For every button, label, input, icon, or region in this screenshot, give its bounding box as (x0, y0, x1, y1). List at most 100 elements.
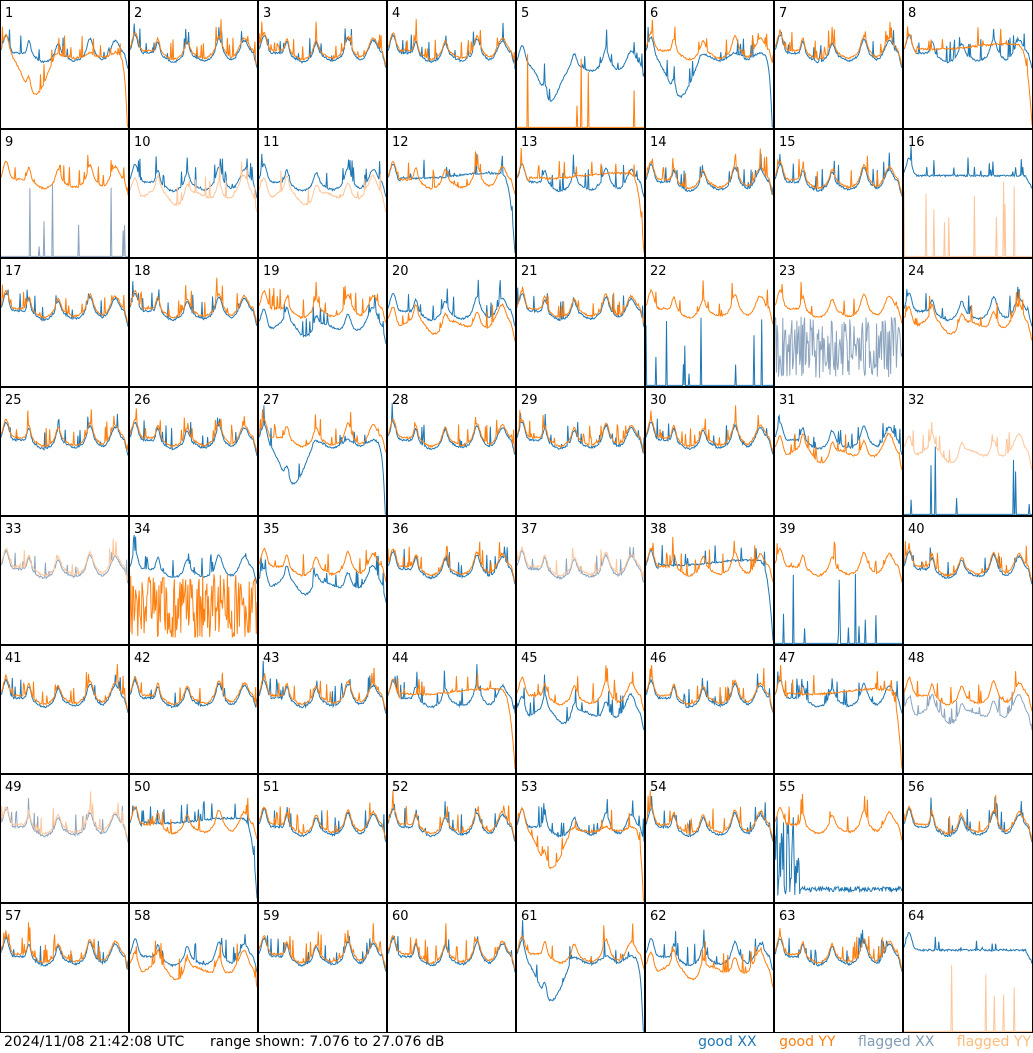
footer: 2024/11/08 21:42:08 UTC range shown: 7.0… (0, 1033, 1033, 1053)
panel-frame-44 (387, 645, 516, 774)
series-xx-panel-25 (0, 413, 129, 456)
panel-number-37: 37 (521, 522, 538, 537)
panel-number-56: 56 (908, 780, 925, 795)
series-yy-panel-22 (645, 280, 774, 325)
panel-number-60: 60 (392, 909, 409, 924)
panel-47: 47 (774, 645, 903, 774)
series-xx-panel-16 (903, 145, 1033, 189)
panel-number-54: 54 (650, 780, 667, 795)
panel-number-1: 1 (5, 6, 13, 21)
series-xx-panel-49 (0, 798, 129, 843)
series-xx-panel-40 (903, 547, 1033, 585)
panel-number-46: 46 (650, 651, 667, 666)
panel-number-13: 13 (521, 135, 538, 150)
series-yy-panel-8 (903, 26, 1033, 126)
series-xx-panel-33 (0, 549, 129, 584)
series-xx-panel-13 (516, 154, 645, 198)
panel-18: 18 (129, 258, 258, 387)
series-xx-panel-31 (774, 414, 903, 455)
panel-frame-3 (258, 0, 387, 129)
panel-9: 9 (0, 129, 129, 258)
panel-frame-1 (0, 0, 129, 129)
series-xx-panel-45 (516, 674, 645, 731)
panel-frame-30 (645, 387, 774, 516)
panel-52: 52 (387, 774, 516, 903)
panel-45: 45 (516, 645, 645, 774)
panel-number-36: 36 (392, 522, 409, 537)
panel-number-31: 31 (779, 393, 796, 408)
series-xx-panel-32 (904, 446, 1032, 515)
panel-number-17: 17 (5, 264, 22, 279)
series-yy-panel-40 (903, 540, 1033, 582)
panel-8: 8 (903, 0, 1033, 129)
panel-number-57: 57 (5, 909, 22, 924)
panel-number-9: 9 (5, 135, 13, 150)
panel-56: 56 (903, 774, 1033, 903)
panel-40: 40 (903, 516, 1033, 645)
series-yy-panel-42 (129, 672, 258, 708)
panel-13: 13 (516, 129, 645, 258)
panel-number-32: 32 (908, 393, 925, 408)
series-xx-panel-8 (903, 28, 1033, 69)
panel-number-39: 39 (779, 522, 796, 537)
series-yy-panel-4 (387, 19, 516, 66)
panel-frame-19 (258, 258, 387, 387)
range-text: range shown: 7.076 to 27.076 dB (210, 1034, 445, 1050)
panel-frame-26 (129, 387, 258, 516)
panel-number-27: 27 (263, 393, 280, 408)
series-xx-panel-27 (258, 405, 387, 515)
panel-32: 32 (903, 387, 1033, 516)
series-yy-panel-34 (129, 574, 258, 639)
panel-number-4: 4 (392, 6, 400, 21)
series-yy-panel-7 (774, 21, 903, 66)
series-xx-panel-34 (129, 534, 258, 585)
series-xx-panel-21 (516, 287, 645, 328)
series-xx-panel-9 (1, 184, 128, 257)
panel-21: 21 (516, 258, 645, 387)
panel-number-40: 40 (908, 522, 925, 537)
panel-number-59: 59 (263, 909, 280, 924)
series-yy-panel-10 (129, 161, 258, 212)
series-xx-panel-23 (774, 316, 903, 378)
series-xx-panel-7 (774, 30, 903, 68)
series-yy-panel-11 (258, 170, 387, 213)
series-xx-panel-64 (903, 931, 1033, 964)
panel-number-58: 58 (134, 909, 151, 924)
series-yy-panel-58 (129, 940, 258, 988)
series-xx-panel-54 (645, 795, 774, 842)
panel-frame-60 (387, 903, 516, 1033)
series-yy-panel-49 (0, 791, 129, 840)
series-yy-panel-3 (258, 21, 387, 67)
panel-57: 57 (0, 903, 129, 1033)
series-xx-panel-26 (129, 417, 258, 457)
series-yy-panel-36 (387, 541, 516, 583)
series-yy-panel-21 (516, 286, 645, 325)
panel-number-21: 21 (521, 264, 538, 279)
series-xx-panel-15 (774, 152, 903, 197)
panel-number-48: 48 (908, 651, 925, 666)
series-xx-panel-20 (387, 279, 516, 327)
panel-frame-63 (774, 903, 903, 1033)
panel-41: 41 (0, 645, 129, 774)
series-yy-panel-62 (645, 941, 774, 988)
panel-frame-4 (387, 0, 516, 129)
panel-frame-23 (774, 258, 903, 387)
legend-good-xx: good XX (698, 1034, 757, 1050)
panel-frame-29 (516, 387, 645, 516)
panel-19: 19 (258, 258, 387, 387)
series-yy-panel-50 (129, 797, 258, 840)
panel-frame-54 (645, 774, 774, 903)
series-yy-panel-63 (774, 928, 903, 970)
panel-number-7: 7 (779, 6, 787, 21)
panel-number-52: 52 (392, 780, 409, 795)
series-xx-panel-18 (129, 281, 258, 327)
series-xx-panel-5 (516, 29, 645, 103)
panel-62: 62 (645, 903, 774, 1033)
panel-number-2: 2 (134, 6, 142, 21)
panel-number-15: 15 (779, 135, 796, 150)
series-yy-panel-48 (903, 671, 1033, 712)
series-xx-panel-35 (258, 555, 387, 603)
series-yy-panel-30 (645, 405, 774, 453)
series-xx-panel-29 (516, 412, 645, 454)
series-yy-panel-45 (516, 665, 645, 712)
